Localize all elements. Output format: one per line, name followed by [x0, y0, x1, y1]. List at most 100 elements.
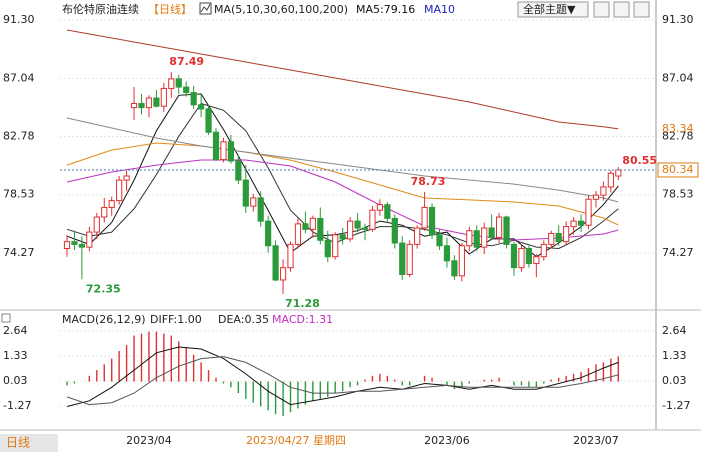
- candle-body: [443, 245, 451, 262]
- y-tick-label: 82.78: [3, 130, 35, 143]
- candle-body: [488, 227, 495, 239]
- candle-body: [220, 141, 227, 161]
- candle-body: [540, 243, 547, 258]
- candle-body: [71, 241, 78, 245]
- price-annotation: 78.73: [411, 175, 446, 188]
- candle-body: [63, 241, 71, 250]
- macd-legend: MACD:1.31: [272, 313, 333, 326]
- candle-body: [391, 217, 398, 244]
- candle-body: [406, 243, 413, 275]
- candle-body: [265, 220, 272, 247]
- panel-icon[interactable]: [1, 313, 11, 323]
- candle-body: [123, 175, 130, 181]
- candle-body: [600, 186, 607, 196]
- candle-body: [503, 216, 510, 245]
- current-price-label: 80.34: [662, 163, 694, 176]
- candle-body: [384, 204, 391, 219]
- candle-body: [138, 102, 145, 109]
- candle-body: [607, 172, 614, 188]
- ma-legend: MA5:79.16: [356, 3, 415, 16]
- candle-body: [339, 234, 346, 240]
- y-tick-label: -1.27: [3, 399, 31, 412]
- price-annotation: 72.35: [86, 282, 121, 295]
- y-tick-label: 78.53: [3, 188, 35, 201]
- candle-body: [212, 131, 220, 161]
- candle-body: [116, 179, 123, 202]
- y-tick-label: 0.03: [3, 374, 28, 387]
- candle-body: [93, 216, 100, 233]
- y-tick-label-right: 82.78: [662, 130, 694, 143]
- price-annotation: 87.49: [169, 55, 204, 68]
- period-tab-label: 日线: [6, 436, 30, 450]
- y-tick-label-right: 74.27: [662, 246, 694, 259]
- y-tick-label-right: 2.64: [662, 324, 687, 337]
- ma-end-label: 83.34: [662, 122, 694, 135]
- y-tick-label: 1.33: [3, 349, 28, 362]
- candle-body: [101, 206, 108, 218]
- candle-body: [130, 102, 138, 109]
- period-tab[interactable]: [0, 434, 58, 452]
- ma-legend: MA10: [424, 3, 455, 16]
- ma-icon-line: [200, 3, 211, 13]
- y-tick-label: 74.27: [3, 246, 35, 259]
- y-tick-label-right: 0.03: [662, 374, 687, 387]
- candle-body: [250, 197, 257, 207]
- x-tick-label: 2023/06: [424, 434, 470, 447]
- macd-legend: DIFF:1.00: [150, 313, 202, 326]
- candle-body: [615, 169, 622, 177]
- candle-body: [324, 239, 331, 258]
- tool-button[interactable]: [613, 1, 630, 18]
- candle-body: [361, 227, 369, 230]
- candle-body: [466, 230, 473, 247]
- current-price-box: [657, 162, 699, 178]
- candle-body: [369, 209, 376, 230]
- y-tick-label-right: -1.27: [662, 399, 690, 412]
- candle-body: [198, 104, 205, 110]
- y-tick-label: 87.04: [3, 71, 35, 84]
- price-annotation: 71.28: [285, 297, 320, 310]
- macd-legend: MACD(26,12,9): [62, 313, 146, 326]
- candle-body: [399, 242, 406, 275]
- theme-button-label: 全部主题▼: [523, 2, 576, 16]
- candle-body: [86, 231, 93, 248]
- candle-body: [414, 227, 421, 245]
- candle-body: [428, 206, 436, 236]
- candle-body: [190, 92, 197, 106]
- candle-body: [175, 78, 182, 88]
- candle-body: [160, 87, 167, 107]
- candle-body: [354, 220, 361, 229]
- y-tick-label: 2.64: [3, 324, 28, 337]
- candle-body: [332, 234, 339, 258]
- y-tick-label: 91.30: [3, 13, 35, 26]
- macd-legend: DEA:0.35: [218, 313, 269, 326]
- theme-button[interactable]: [517, 1, 589, 18]
- candle-body: [272, 245, 279, 281]
- y-tick-label-right: 78.53: [662, 188, 694, 201]
- candle-body: [302, 223, 309, 230]
- candle-body: [145, 97, 153, 109]
- ma-line: [66, 29, 619, 130]
- candle-body: [108, 200, 115, 208]
- candle-body: [242, 179, 249, 207]
- tool-button[interactable]: [633, 1, 650, 18]
- ma-line: [66, 356, 619, 406]
- ma-icon[interactable]: [199, 2, 212, 15]
- candle-body: [183, 86, 190, 94]
- ma-line: [66, 142, 619, 226]
- ma-line: [66, 93, 619, 258]
- candle-body: [548, 232, 555, 245]
- x-tick-label: 2023/04: [126, 434, 172, 447]
- candle-body: [205, 108, 212, 133]
- y-tick-label-right: 1.33: [662, 349, 687, 362]
- tool-button[interactable]: [593, 1, 610, 18]
- candle-body: [287, 243, 294, 269]
- candle-body: [563, 226, 570, 243]
- candle-body: [473, 230, 480, 248]
- candle-body: [279, 267, 287, 281]
- candle-body: [235, 160, 242, 181]
- y-tick-label-right: 91.30: [662, 13, 694, 26]
- candle-body: [78, 243, 86, 248]
- ma-line: [66, 102, 619, 250]
- candle-body: [451, 260, 458, 277]
- candle-body: [153, 97, 160, 107]
